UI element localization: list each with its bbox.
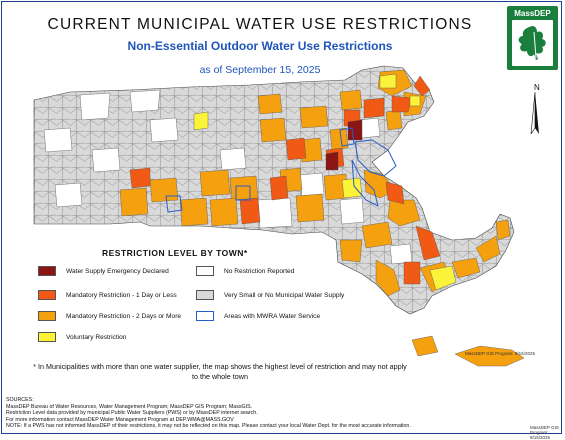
credit-text: MassDEP GIS Program: 9/15/2025 — [465, 351, 535, 356]
legend-swatch — [38, 311, 56, 321]
legend-label: Areas with MWRA Water Service — [224, 312, 321, 320]
sources-line: MassDEP Bureau of Water Resources, Water… — [6, 403, 253, 410]
legend-label: Voluntary Restriction — [66, 333, 127, 341]
mandatory-2-days-towns — [119, 69, 525, 367]
page-title: CURRENT MUNICIPAL WATER USE RESTRICTIONS — [47, 16, 473, 33]
massdep-logo: MassDEP — [507, 6, 558, 70]
legend-item-no-restriction: No Restriction Reported — [196, 266, 294, 276]
oak-leaf-icon — [512, 20, 553, 66]
page-subtitle: Non-Essential Outdoor Water Use Restrict… — [127, 39, 393, 53]
emergency-towns — [325, 119, 363, 171]
north-arrow-icon — [530, 91, 539, 135]
footnote: * In Municipalities with more than one w… — [33, 362, 407, 381]
north-label: N — [534, 83, 540, 92]
legend-label: Very Small or No Municipal Water Supply — [224, 291, 345, 299]
legend-swatch — [196, 290, 214, 300]
voluntary-towns — [193, 73, 457, 291]
legend-swatch — [38, 290, 56, 300]
mandatory-1-day-towns — [129, 75, 441, 285]
legend-label: Mandatory Restriction - 2 Days or More — [66, 312, 182, 320]
sources-line: SOURCES: — [6, 397, 34, 403]
logo-text: MassDEP — [514, 9, 551, 18]
sources-line: NOTE: If a PWS has not informed MassDEP … — [6, 423, 411, 430]
legend-item-small-supply: Very Small or No Municipal Water Supply — [196, 290, 344, 300]
legend-item-2-days: Mandatory Restriction - 2 Days or More — [38, 311, 181, 321]
sources-line: For more information contact MassDEP Wat… — [6, 416, 234, 423]
legend-item-mwra: Areas with MWRA Water Service — [196, 311, 320, 321]
legend-item-emergency: Water Supply Emergency Declared — [38, 266, 169, 276]
mwra-areas — [165, 127, 397, 213]
legend-label: Mandatory Restriction - 1 Day or Less — [66, 291, 177, 299]
legend-item-1-day: Mandatory Restriction - 1 Day or Less — [38, 290, 177, 300]
no-restriction-towns — [43, 89, 413, 265]
map-frame — [1, 1, 562, 434]
legend-swatch — [196, 266, 214, 276]
sources-block: SOURCES: MassDEP Bureau of Water Resourc… — [6, 397, 411, 430]
legend-label: No Restriction Reported — [224, 267, 295, 275]
legend-swatch — [196, 311, 214, 321]
credit-text-bottom: MassDEP GIS Program: 9/15/2025 — [530, 425, 559, 440]
legend-swatch — [38, 266, 56, 276]
sources-line: Restriction Level data provided by munic… — [6, 410, 258, 417]
as-of-date: as of September 15, 2025 — [199, 64, 321, 76]
legend-item-voluntary: Voluntary Restriction — [38, 332, 126, 342]
legend-label: Water Supply Emergency Declared — [66, 267, 169, 275]
legend-title: RESTRICTION LEVEL BY TOWN* — [102, 248, 248, 258]
legend-swatch — [38, 332, 56, 342]
